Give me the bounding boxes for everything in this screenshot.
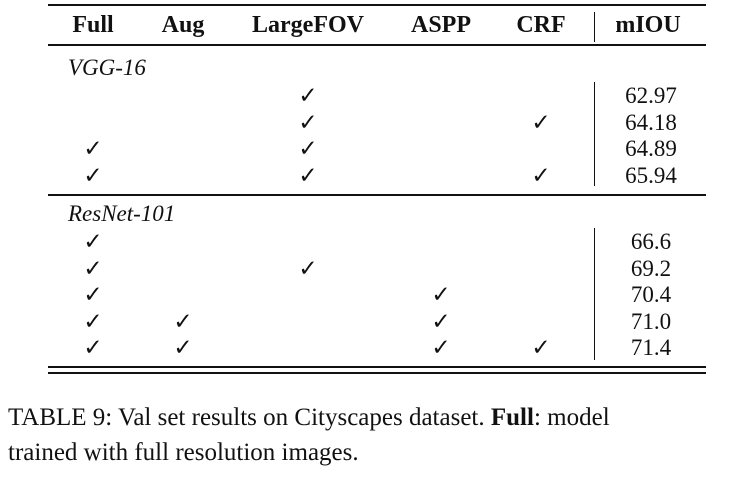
header-miou: mIOU bbox=[615, 12, 681, 38]
table-caption: TABLE 9: Val set results on Cityscapes d… bbox=[8, 400, 754, 470]
bottom-rule-1 bbox=[48, 366, 706, 368]
miou-value: 62.97 bbox=[625, 83, 677, 108]
check-icon: ✓ bbox=[83, 136, 103, 162]
miou-value: 64.18 bbox=[625, 109, 677, 135]
check-icon: ✓ bbox=[431, 335, 451, 361]
check-icon: ✓ bbox=[298, 136, 318, 162]
caption-suffix: : model bbox=[533, 404, 610, 431]
caption-bold-term: Full bbox=[490, 404, 534, 431]
group2-divider bbox=[594, 228, 595, 360]
check-icon: ✓ bbox=[83, 162, 103, 188]
miou-value: 71.0 bbox=[630, 308, 672, 334]
header-divider bbox=[594, 12, 595, 42]
header-aspp: ASPP bbox=[411, 12, 471, 38]
check-icon: ✓ bbox=[431, 308, 451, 334]
check-icon: ✓ bbox=[298, 83, 318, 108]
miou-value: 70.4 bbox=[630, 282, 672, 308]
miou-value: 69.2 bbox=[630, 255, 672, 281]
group-separator-rule bbox=[48, 194, 706, 196]
group-label-vgg16: VGG-16 bbox=[68, 55, 146, 80]
check-icon: ✓ bbox=[173, 335, 193, 361]
header-aug: Aug bbox=[161, 12, 205, 38]
bottom-rule-2 bbox=[48, 372, 706, 374]
check-icon: ✓ bbox=[83, 335, 103, 361]
check-icon: ✓ bbox=[431, 282, 451, 308]
header-full: Full bbox=[72, 12, 114, 38]
caption-prefix: TABLE 9: Val set results on Cityscapes d… bbox=[8, 404, 491, 431]
group1-divider bbox=[594, 82, 595, 186]
group-label-resnet101: ResNet-101 bbox=[68, 201, 176, 226]
check-icon: ✓ bbox=[531, 109, 551, 135]
miou-value: 71.4 bbox=[630, 335, 672, 361]
miou-value: 66.6 bbox=[630, 229, 672, 254]
miou-value: 64.89 bbox=[625, 136, 677, 162]
header-rule bbox=[48, 44, 706, 46]
miou-value: 65.94 bbox=[625, 162, 677, 188]
check-icon: ✓ bbox=[83, 255, 103, 281]
check-icon: ✓ bbox=[298, 255, 318, 281]
check-icon: ✓ bbox=[298, 162, 318, 188]
header-largefov: LargeFOV bbox=[252, 12, 364, 38]
header-crf: CRF bbox=[516, 12, 566, 38]
check-icon: ✓ bbox=[531, 335, 551, 361]
caption-line2: trained with full resolution images. bbox=[8, 439, 359, 466]
top-rule bbox=[48, 4, 706, 6]
check-icon: ✓ bbox=[298, 109, 318, 135]
check-icon: ✓ bbox=[531, 162, 551, 188]
check-icon: ✓ bbox=[173, 308, 193, 334]
check-icon: ✓ bbox=[83, 282, 103, 308]
check-icon: ✓ bbox=[83, 229, 103, 254]
check-icon: ✓ bbox=[83, 308, 103, 334]
